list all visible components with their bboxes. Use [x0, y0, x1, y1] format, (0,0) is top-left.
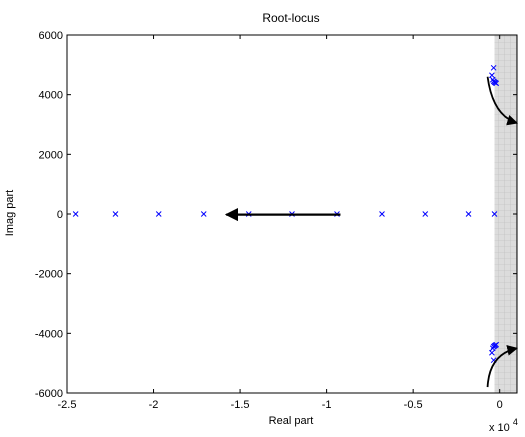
x-multiplier-base: x 10: [489, 422, 510, 432]
x-multiplier-exponent: 4: [513, 417, 518, 427]
x-tick-label: -2: [149, 399, 159, 411]
x-tick-label: 0: [497, 399, 503, 411]
locus-curved-arrow: [486, 345, 519, 388]
x-multiplier: x 10 4: [489, 417, 518, 432]
locus-curved-arrow: [486, 76, 519, 126]
pole-marker: [465, 211, 472, 217]
pole-marker: [422, 211, 429, 217]
y-tick-label: -6000: [35, 388, 63, 400]
y-axis-label: Imag part: [4, 190, 16, 236]
y-tick-label: -2000: [35, 269, 63, 281]
chart-title: Root-locus: [262, 11, 319, 25]
x-tick-label: -2.5: [58, 399, 77, 411]
y-tick-label: -4000: [35, 328, 63, 340]
pole-marker: [493, 80, 500, 87]
y-tick-label: 6000: [39, 30, 63, 42]
y-tick-label: 0: [57, 209, 63, 221]
pole-marker: [489, 349, 495, 356]
pole-marker: [155, 211, 162, 217]
pole-marker: [489, 72, 495, 79]
y-tick-label: 4000: [39, 90, 63, 102]
pole-marker: [112, 211, 119, 217]
pole-marker: [72, 211, 79, 217]
x-axis-label: Real part: [269, 415, 314, 427]
pole-marker: [491, 211, 498, 217]
pole-marker: [490, 64, 497, 71]
y-tick-label: 2000: [39, 149, 63, 161]
pole-marker: [200, 211, 207, 217]
x-tick-label: -1: [322, 399, 332, 411]
pole-marker: [493, 341, 500, 348]
x-tick-label: -0.5: [404, 399, 423, 411]
axes-box: [66, 34, 518, 394]
x-tick-label: -1.5: [231, 399, 250, 411]
pole-marker: [379, 211, 385, 217]
plot-area: -2.5 -2 -1.5 -1 -0.5 0 6000 4000 2000 0 -2000 -4000…: [35, 30, 519, 411]
